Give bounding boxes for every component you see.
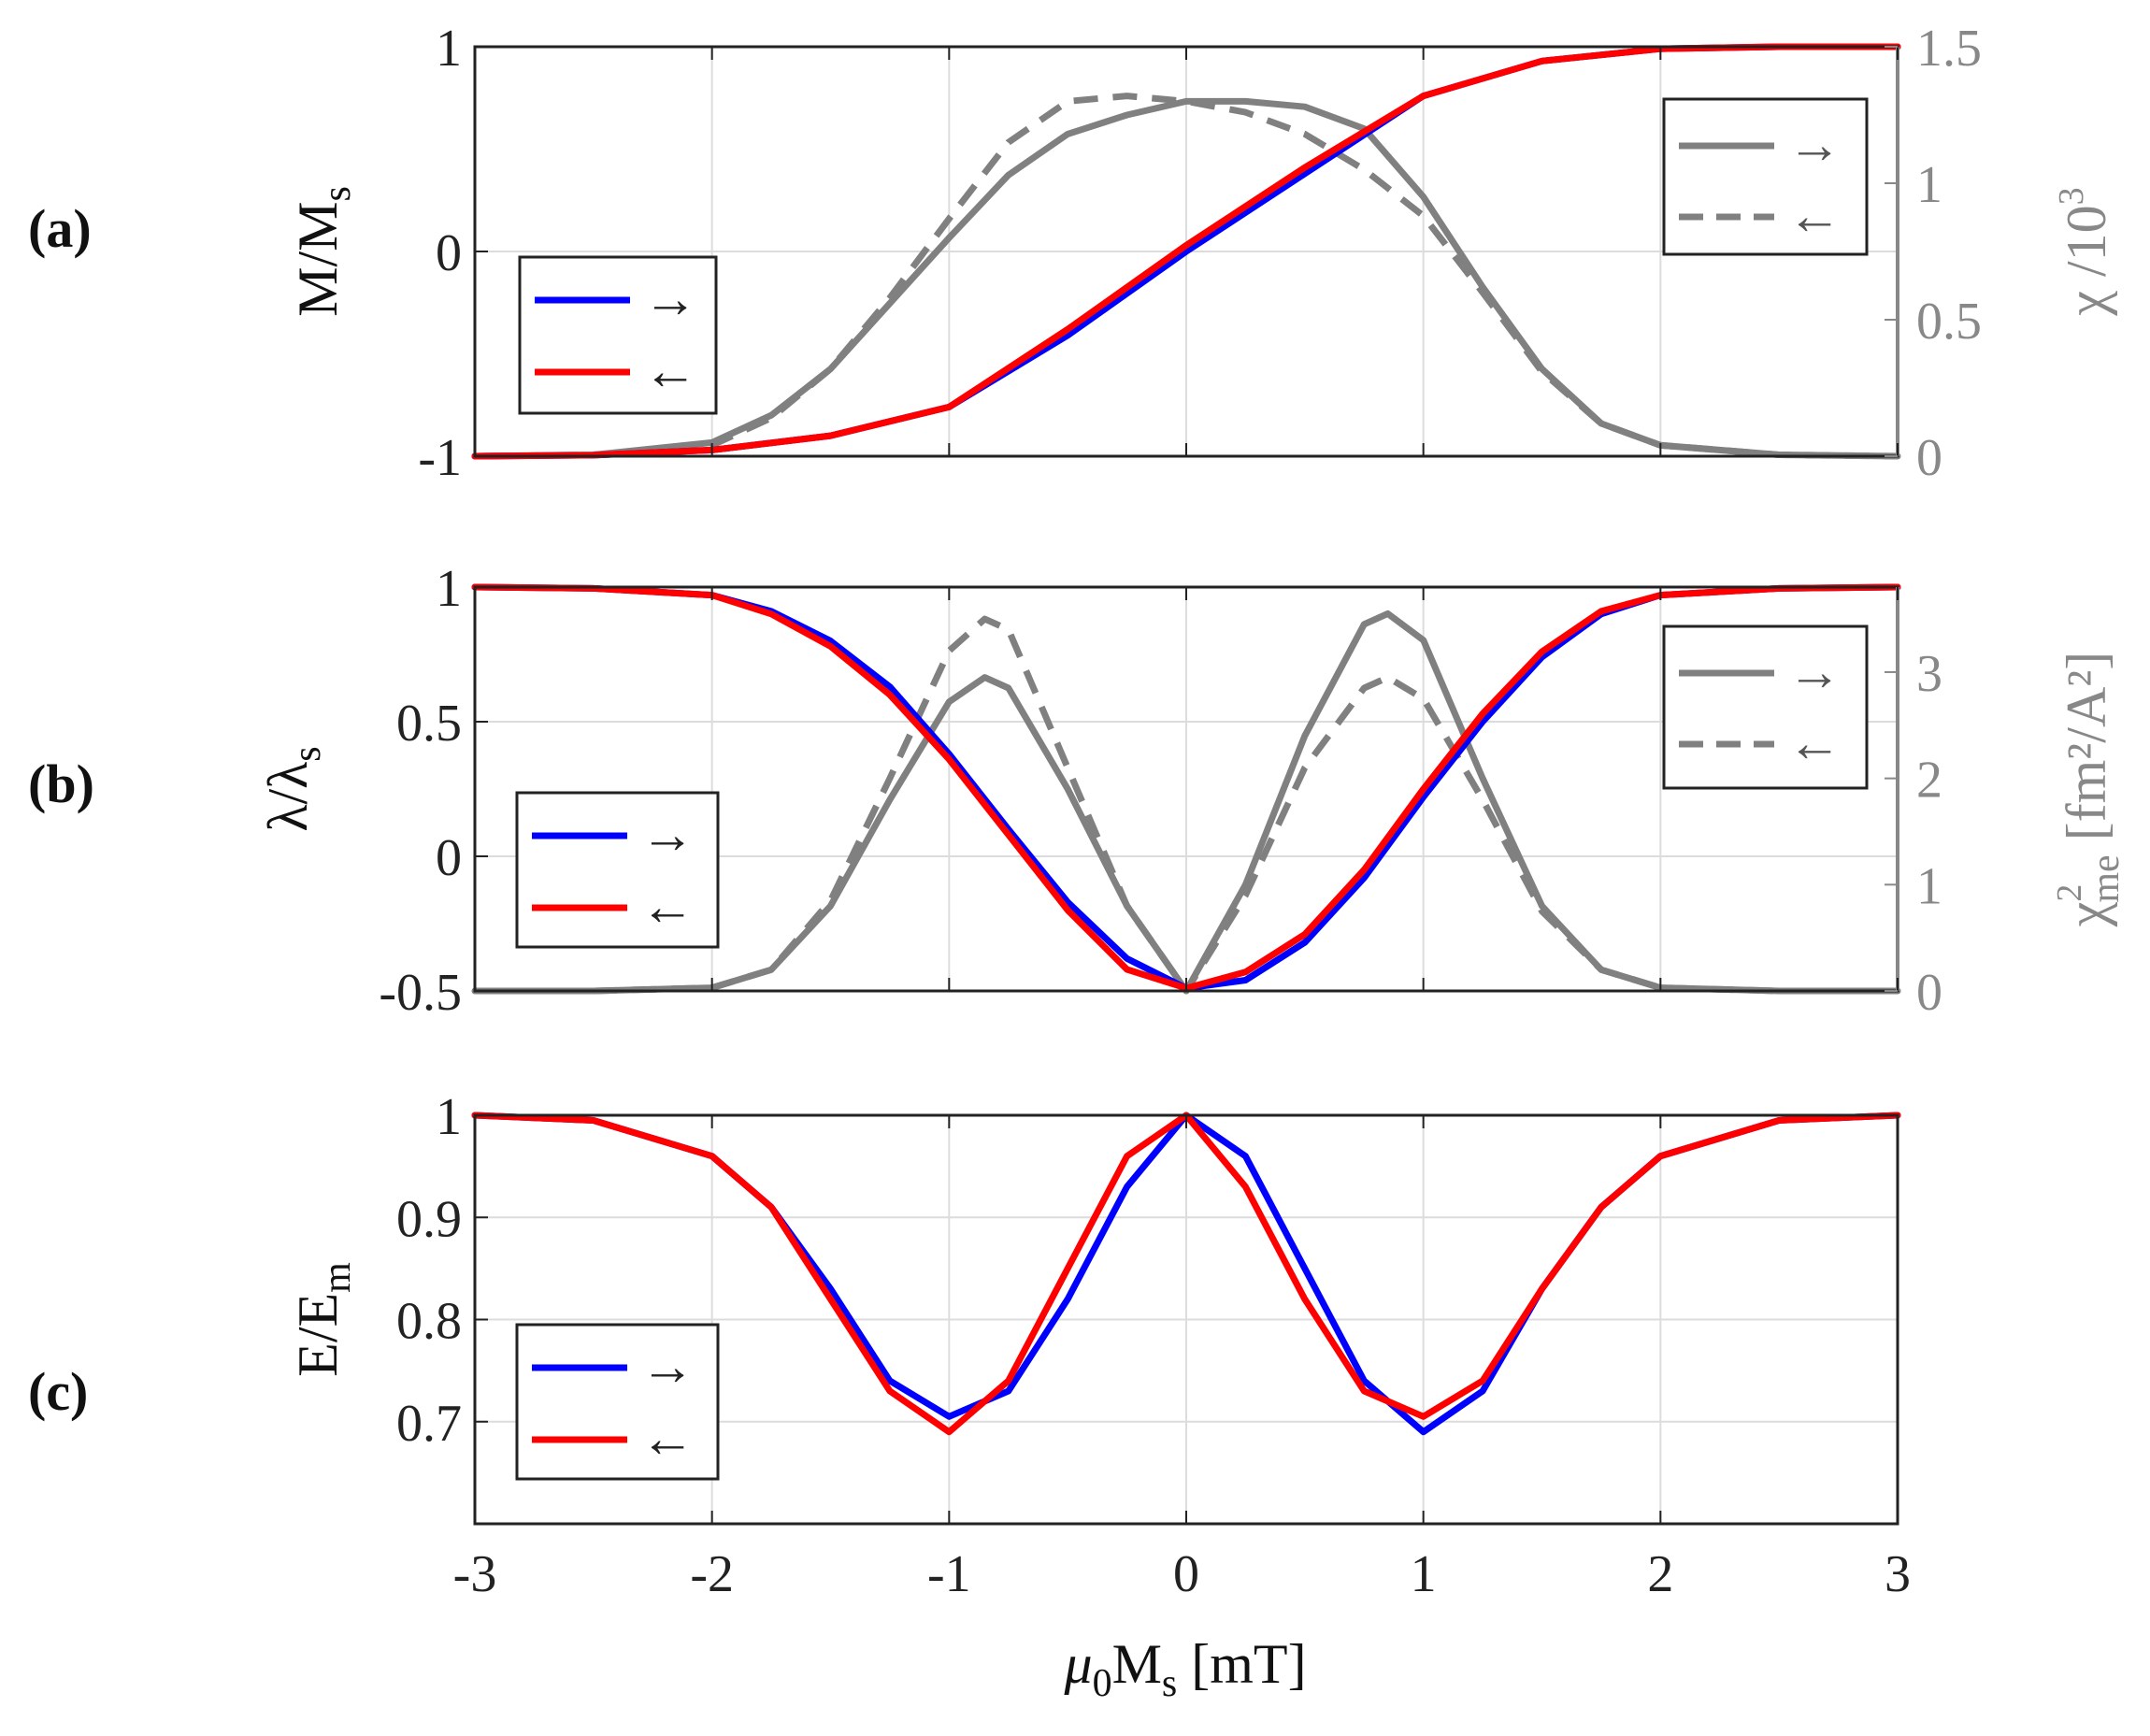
series-line [474, 93, 1899, 460]
x-tick-label: -1 [927, 1545, 971, 1603]
legend-box [518, 255, 718, 415]
y-axis-label: M/Ms [287, 186, 359, 317]
legend-right: →← [1662, 624, 1869, 790]
y-axis-label: λ/λs [257, 746, 329, 831]
y2-axis-label: χ /103 [2052, 187, 2117, 316]
y2-axis-label: χ2me [fm²/A²] [2050, 652, 2128, 928]
y-tick-label: -0.5 [379, 964, 462, 1022]
y2-tick-label: 0.5 [1916, 293, 1982, 351]
label-part: m [316, 1262, 359, 1293]
y2-tick-label: 1.5 [1916, 20, 1982, 78]
label-part: μ [1063, 1633, 1092, 1695]
label-part: 3 [2052, 187, 2091, 205]
legend-box [1662, 624, 1869, 790]
x-tick-label: 1 [1411, 1545, 1437, 1603]
label-part: χ [2056, 901, 2117, 927]
label-part: me [2085, 854, 2128, 902]
y-tick-label: 0.9 [396, 1190, 462, 1248]
label-part: [fm²/A²] [2056, 652, 2117, 855]
y2-tick-label: 0 [1916, 964, 1942, 1022]
y-tick-label: 0.8 [396, 1293, 462, 1351]
label-part: s [286, 746, 329, 761]
legend-entry: ← [640, 1408, 695, 1469]
legend-entry: → [1787, 114, 1842, 175]
panel-label: (a) [28, 198, 92, 259]
y2-tick-label: 0 [1916, 429, 1942, 487]
y-tick-label: -1 [418, 429, 462, 487]
label-part: s [1162, 1662, 1177, 1705]
y-tick-label: 1 [436, 1088, 462, 1146]
y-tick-label: 0.7 [396, 1395, 462, 1453]
y-tick-label: 0 [436, 829, 462, 887]
legend-entry: → [643, 268, 697, 329]
label-part: s [316, 186, 359, 201]
x-tick-label: -2 [690, 1545, 734, 1603]
label-part: 0 [1093, 1662, 1112, 1705]
label-part: χ /10 [2056, 205, 2117, 316]
x-tick-label: 0 [1173, 1545, 1199, 1603]
legend-left: →← [515, 791, 720, 949]
y-tick-label: 0.5 [396, 695, 462, 753]
panel-label: (b) [28, 753, 94, 814]
y-tick-label: 1 [436, 560, 462, 618]
label-part: 2 [2050, 884, 2089, 902]
legend-left: →← [518, 255, 718, 415]
x-axis-label: μ0Ms [mT] [1063, 1633, 1306, 1705]
legend-entry: → [640, 1336, 695, 1397]
x-tick-label: -3 [453, 1545, 497, 1603]
legend-entry: ← [1787, 185, 1842, 246]
y-tick-label: 0 [436, 224, 462, 282]
y2-tick-label: 2 [1916, 752, 1942, 810]
legend-entry: → [1787, 641, 1842, 702]
legend-box [1662, 97, 1869, 256]
legend-left: →← [515, 1323, 720, 1481]
label-part: M [1112, 1633, 1162, 1695]
legend-box [515, 791, 720, 949]
label-part: E/E [287, 1293, 349, 1377]
x-tick-label: 3 [1885, 1545, 1911, 1603]
y2-tick-label: 1 [1916, 857, 1942, 915]
y2-tick-label: 1 [1916, 156, 1942, 214]
legend-box [515, 1323, 720, 1481]
y2-tick-label: 3 [1916, 645, 1942, 703]
legend-right: →← [1662, 97, 1869, 256]
label-part: M/M [287, 201, 349, 316]
x-tick-label: 2 [1647, 1545, 1673, 1603]
label-part: λ/λ [257, 762, 319, 832]
legend-entry: → [640, 804, 695, 865]
label-part: [mT] [1177, 1633, 1306, 1695]
legend-entry: ← [643, 340, 697, 401]
y-tick-label: 1 [436, 20, 462, 78]
y-axis-label: E/Em [287, 1262, 359, 1377]
legend-entry: ← [1787, 712, 1842, 773]
panel-label: (c) [28, 1361, 88, 1422]
legend-entry: ← [640, 876, 695, 937]
